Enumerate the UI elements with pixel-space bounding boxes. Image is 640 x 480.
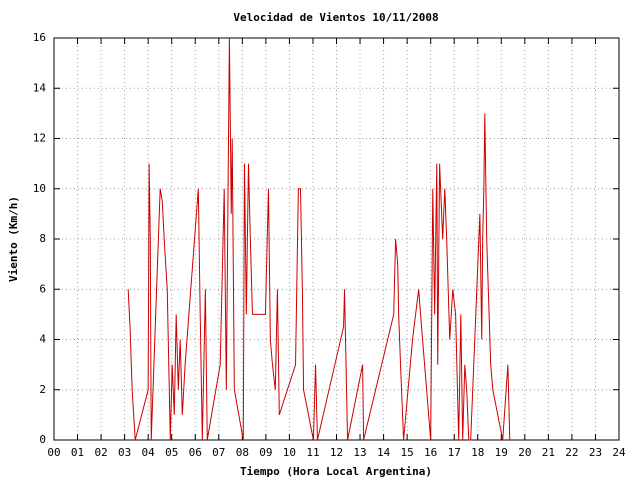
x-tick-label: 24 xyxy=(612,446,626,459)
x-tick-label: 18 xyxy=(471,446,484,459)
x-tick-label: 01 xyxy=(71,446,84,459)
y-tick-label: 14 xyxy=(33,81,47,94)
plot-frame xyxy=(53,37,620,441)
x-tick-label: 10 xyxy=(283,446,296,459)
x-tick-label: 23 xyxy=(589,446,602,459)
x-tick-label: 21 xyxy=(542,446,555,459)
y-tick-label: 0 xyxy=(39,433,46,446)
data-line xyxy=(127,37,511,441)
x-tick-label: 00 xyxy=(47,446,60,459)
x-tick-label: 17 xyxy=(448,446,461,459)
x-tick-label: 03 xyxy=(118,446,131,459)
x-tick-label: 19 xyxy=(495,446,508,459)
y-tick-label: 10 xyxy=(33,182,46,195)
y-tick-label: 2 xyxy=(39,383,46,396)
x-tick-label: 08 xyxy=(236,446,249,459)
chart-title: Velocidad de Vientos 10/11/2008 xyxy=(233,11,438,24)
y-axis-label: Viento (Km/h) xyxy=(7,196,20,282)
x-axis-label: Tiempo (Hora Local Argentina) xyxy=(240,465,432,478)
x-tick-label: 16 xyxy=(424,446,437,459)
x-tick-label: 05 xyxy=(165,446,178,459)
x-tick-label: 11 xyxy=(306,446,319,459)
x-tick-label: 02 xyxy=(94,446,107,459)
y-tick-label: 6 xyxy=(39,282,46,295)
x-tick-label: 22 xyxy=(565,446,578,459)
x-tick-label: 12 xyxy=(330,446,343,459)
x-tick-label: 06 xyxy=(189,446,202,459)
x-tick-label: 07 xyxy=(212,446,225,459)
y-tick-label: 16 xyxy=(33,31,46,44)
y-tick-label: 8 xyxy=(39,232,46,245)
x-tick-label: 15 xyxy=(401,446,414,459)
y-tick-label: 4 xyxy=(39,333,46,346)
y-tick-label: 12 xyxy=(33,132,46,145)
x-tick-label: 04 xyxy=(142,446,156,459)
x-tick-label: 14 xyxy=(377,446,391,459)
x-tick-label: 09 xyxy=(259,446,272,459)
x-tick-label: 13 xyxy=(353,446,366,459)
x-tick-label: 20 xyxy=(518,446,531,459)
